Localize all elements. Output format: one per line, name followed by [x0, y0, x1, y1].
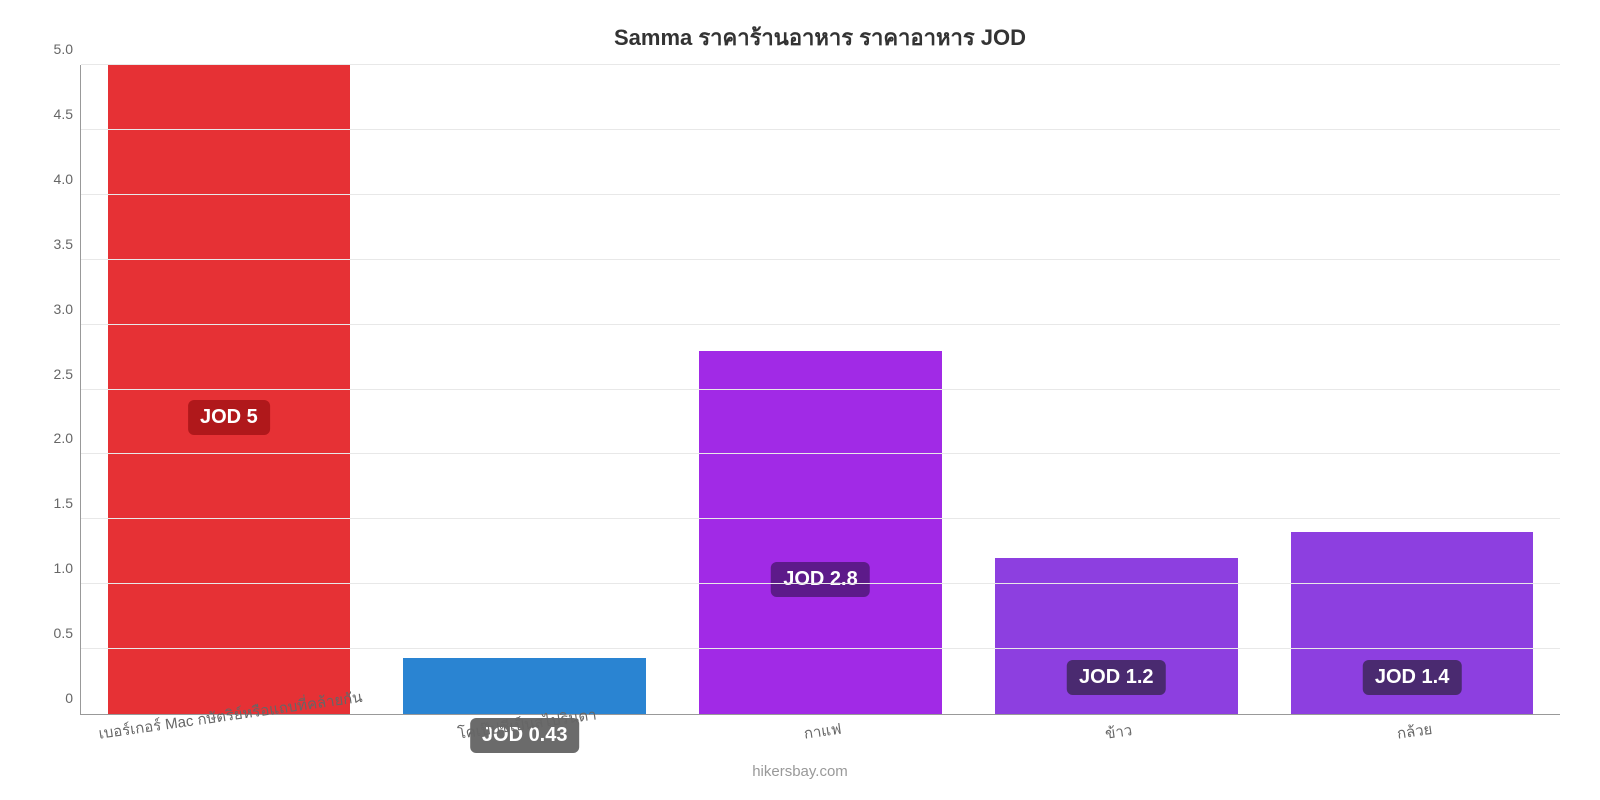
- bar-slot: JOD 1.2ข้าว: [968, 65, 1264, 714]
- ytick-label: 2.0: [54, 430, 81, 446]
- ytick-label: 1.0: [54, 560, 81, 576]
- chart-container: Samma ราคาร้านอาหาร ราคาอาหาร JOD JOD 5เ…: [80, 20, 1560, 720]
- bar-slot: JOD 5เบอร์เกอร์ Mac กษัตริย์หรือแถบที่คล…: [81, 65, 377, 714]
- ytick-label: 5.0: [54, 41, 81, 57]
- bar-value-label: JOD 5: [188, 400, 270, 435]
- gridline: [81, 518, 1560, 519]
- ytick-label: 4.5: [54, 106, 81, 122]
- bars-wrap: JOD 5เบอร์เกอร์ Mac กษัตริย์หรือแถบที่คล…: [81, 65, 1560, 714]
- bar-label-wrap: JOD 5: [188, 400, 270, 435]
- gridline: [81, 453, 1560, 454]
- ytick-label: 0: [65, 690, 81, 706]
- bar-slot: JOD 1.4กล้วย: [1264, 65, 1560, 714]
- ytick-label: 1.5: [54, 495, 81, 511]
- gridline: [81, 129, 1560, 130]
- gridline: [81, 324, 1560, 325]
- xtick-label: ข้าว: [1103, 710, 1134, 745]
- ytick-label: 3.5: [54, 236, 81, 252]
- bar: [108, 65, 351, 714]
- gridline: [81, 64, 1560, 65]
- plot-area: JOD 5เบอร์เกอร์ Mac กษัตริย์หรือแถบที่คล…: [80, 65, 1560, 715]
- bar-value-label: JOD 2.8: [771, 562, 869, 597]
- ytick-label: 3.0: [54, 301, 81, 317]
- chart-title: Samma ราคาร้านอาหาร ราคาอาหาร JOD: [80, 20, 1560, 55]
- gridline: [81, 259, 1560, 260]
- bar: [699, 351, 942, 714]
- gridline: [81, 194, 1560, 195]
- gridline: [81, 583, 1560, 584]
- gridline: [81, 648, 1560, 649]
- ytick-label: 2.5: [54, 366, 81, 382]
- bar-value-label: JOD 1.2: [1067, 660, 1165, 695]
- xtick-label: กาแฟ: [802, 709, 844, 746]
- gridline: [81, 389, 1560, 390]
- ytick-label: 0.5: [54, 625, 81, 641]
- attribution-text: hikersbay.com: [752, 763, 848, 780]
- bar-label-wrap: JOD 1.2: [1067, 660, 1165, 695]
- bar-slot: JOD 0.43โคเป๊ปซีเป็นสไปรินดา: [377, 65, 673, 714]
- bar-slot: JOD 2.8กาแฟ: [673, 65, 969, 714]
- bar-value-label: JOD 1.4: [1363, 660, 1461, 695]
- xtick-label: กล้วย: [1394, 709, 1434, 746]
- bar-label-wrap: JOD 2.8: [771, 562, 869, 597]
- ytick-label: 4.0: [54, 171, 81, 187]
- bar-label-wrap: JOD 1.4: [1363, 660, 1461, 695]
